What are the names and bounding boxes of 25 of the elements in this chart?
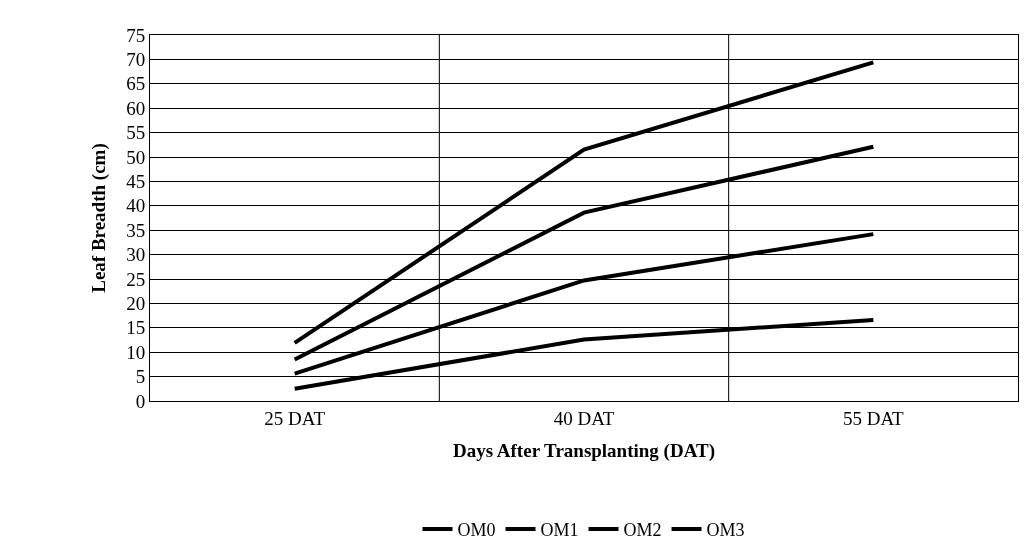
y-tick-label: 60 <box>126 97 146 119</box>
y-tick-label: 10 <box>126 341 146 363</box>
legend-label: OM0 <box>457 520 496 541</box>
y-tick-label: 0 <box>135 390 146 412</box>
legend-label: OM2 <box>623 520 662 541</box>
x-axis-title: Days After Transplanting (DAT) <box>453 439 715 462</box>
y-tick-label: 15 <box>126 317 146 339</box>
y-tick-label: 70 <box>126 49 146 71</box>
x-tick-label: 40 DAT <box>553 407 615 429</box>
x-tick-label: 25 DAT <box>264 407 326 429</box>
y-tick-label: 50 <box>126 146 146 168</box>
y-tick-label: 5 <box>135 366 146 388</box>
y-tick-label: 40 <box>126 195 146 217</box>
y-axis-title: Leaf Breadth (cm) <box>88 143 111 293</box>
y-tick-label: 35 <box>126 219 146 241</box>
legend-label: OM1 <box>540 520 579 541</box>
y-tick-label: 20 <box>126 293 146 315</box>
y-tick-label: 65 <box>126 73 146 95</box>
y-tick-label: 45 <box>126 171 146 193</box>
y-tick-label: 25 <box>126 268 146 290</box>
x-tick-label: 55 DAT <box>842 407 905 429</box>
y-tick-label: 30 <box>126 244 146 266</box>
y-tick-label: 55 <box>126 122 146 144</box>
y-tick-label: 75 <box>126 24 146 46</box>
legend-label: OM3 <box>706 520 745 541</box>
